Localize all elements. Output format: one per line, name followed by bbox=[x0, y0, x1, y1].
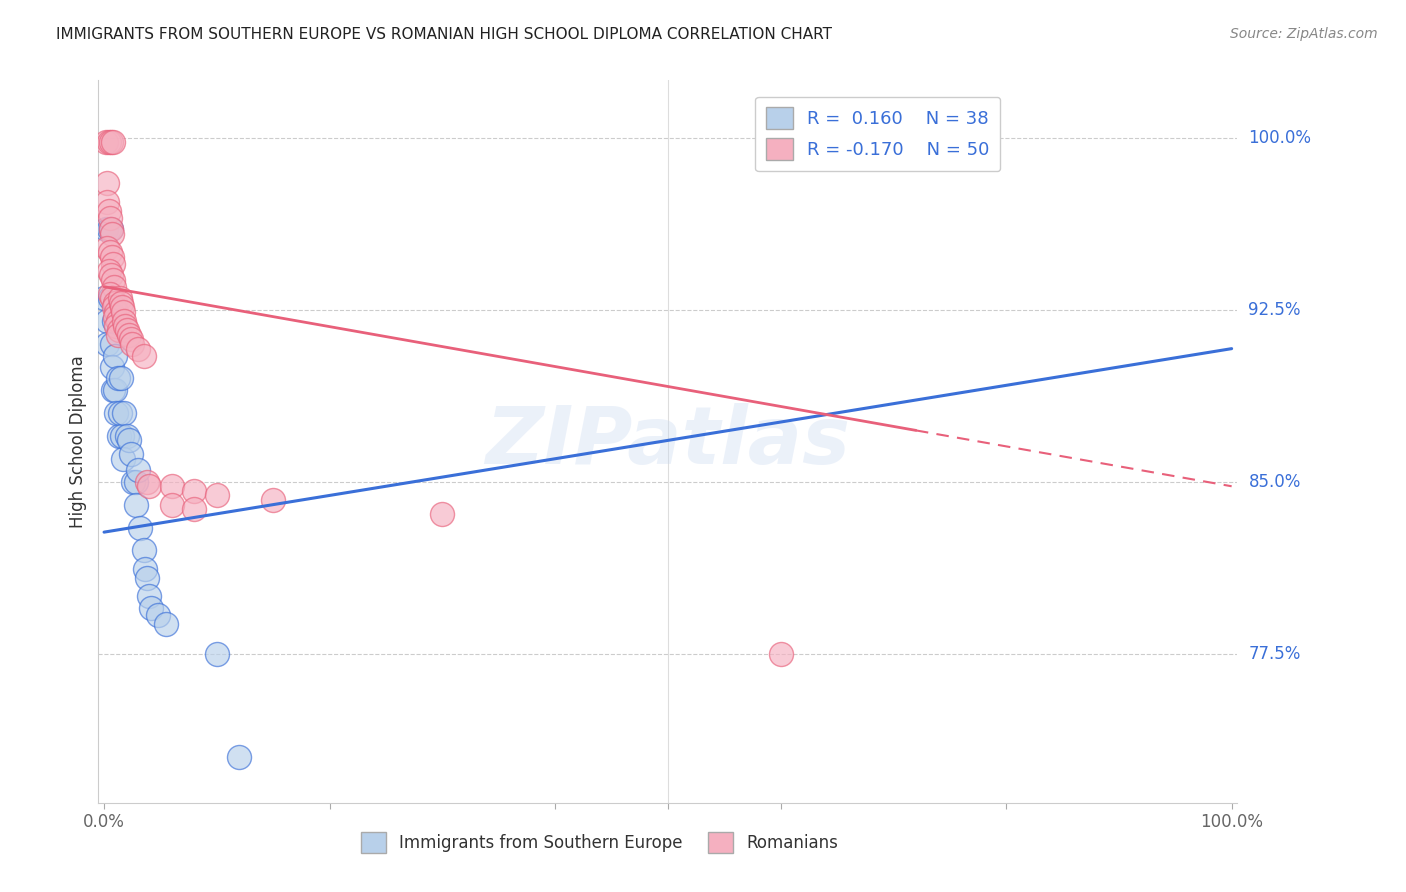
Point bbox=[96, 177, 118, 191]
Text: 92.5%: 92.5% bbox=[1249, 301, 1301, 318]
Point bbox=[120, 447, 142, 461]
Point bbox=[120, 333, 142, 347]
Point bbox=[124, 498, 146, 512]
Point bbox=[110, 371, 132, 385]
Point bbox=[100, 222, 122, 236]
Point bbox=[104, 349, 127, 363]
Text: Source: ZipAtlas.com: Source: ZipAtlas.com bbox=[1230, 27, 1378, 41]
Point bbox=[432, 507, 454, 521]
Point bbox=[103, 314, 125, 328]
Legend: Immigrants from Southern Europe, Romanians: Immigrants from Southern Europe, Romania… bbox=[354, 826, 845, 860]
Text: 77.5%: 77.5% bbox=[1249, 645, 1301, 663]
Point bbox=[112, 305, 135, 319]
Point bbox=[205, 647, 228, 661]
Point bbox=[97, 263, 120, 277]
Point bbox=[96, 337, 118, 351]
Point bbox=[105, 318, 128, 333]
Point bbox=[124, 475, 146, 489]
Point bbox=[98, 286, 121, 301]
Point bbox=[101, 227, 124, 241]
Point bbox=[104, 383, 127, 397]
Point bbox=[97, 222, 120, 236]
Point bbox=[122, 475, 145, 489]
Point bbox=[127, 463, 149, 477]
Point bbox=[111, 429, 134, 443]
Point bbox=[108, 406, 131, 420]
Point bbox=[98, 211, 121, 225]
Text: ZIPatlas: ZIPatlas bbox=[485, 402, 851, 481]
Point bbox=[160, 479, 183, 493]
Point bbox=[101, 250, 124, 264]
Point bbox=[101, 359, 124, 374]
Point bbox=[155, 616, 177, 631]
Point bbox=[96, 222, 118, 236]
Point bbox=[100, 222, 122, 236]
Point bbox=[129, 520, 152, 534]
Point bbox=[769, 647, 792, 661]
Point bbox=[135, 475, 157, 489]
Point bbox=[112, 314, 135, 328]
Point bbox=[96, 135, 118, 149]
Point bbox=[112, 451, 135, 466]
Point bbox=[98, 245, 121, 260]
Point bbox=[97, 204, 120, 219]
Point bbox=[121, 337, 143, 351]
Point bbox=[107, 327, 129, 342]
Y-axis label: High School Diploma: High School Diploma bbox=[69, 355, 87, 528]
Point bbox=[205, 488, 228, 502]
Text: 85.0%: 85.0% bbox=[1249, 473, 1301, 491]
Point bbox=[114, 318, 136, 333]
Point bbox=[96, 314, 118, 328]
Point bbox=[138, 479, 160, 493]
Point bbox=[107, 323, 129, 337]
Point bbox=[132, 543, 155, 558]
Point bbox=[111, 301, 134, 315]
Point bbox=[100, 268, 122, 283]
Point bbox=[107, 314, 129, 328]
Point bbox=[183, 483, 205, 498]
Text: 100.0%: 100.0% bbox=[1249, 128, 1312, 146]
Point bbox=[134, 562, 156, 576]
Point bbox=[160, 498, 183, 512]
Point bbox=[103, 279, 125, 293]
Point bbox=[101, 273, 124, 287]
Point bbox=[107, 429, 129, 443]
Point bbox=[118, 327, 141, 342]
Point bbox=[101, 135, 124, 149]
Point bbox=[148, 607, 170, 622]
Point bbox=[96, 241, 118, 255]
Point bbox=[98, 291, 121, 305]
Point bbox=[104, 295, 127, 310]
Point bbox=[115, 429, 138, 443]
Point bbox=[110, 295, 132, 310]
Point bbox=[115, 323, 138, 337]
Point bbox=[132, 349, 155, 363]
Point bbox=[118, 434, 141, 448]
Point bbox=[100, 135, 122, 149]
Point bbox=[141, 600, 163, 615]
Point bbox=[96, 194, 118, 209]
Point bbox=[127, 342, 149, 356]
Point bbox=[97, 135, 120, 149]
Point bbox=[108, 291, 131, 305]
Point bbox=[103, 301, 125, 315]
Point bbox=[101, 291, 124, 305]
Point bbox=[262, 493, 284, 508]
Point bbox=[101, 383, 124, 397]
Text: IMMIGRANTS FROM SOUTHERN EUROPE VS ROMANIAN HIGH SCHOOL DIPLOMA CORRELATION CHAR: IMMIGRANTS FROM SOUTHERN EUROPE VS ROMAN… bbox=[56, 27, 832, 42]
Point bbox=[101, 257, 124, 271]
Point bbox=[138, 590, 160, 604]
Point bbox=[228, 750, 250, 764]
Point bbox=[112, 406, 135, 420]
Point bbox=[93, 291, 115, 305]
Point bbox=[104, 310, 127, 324]
Point bbox=[105, 406, 128, 420]
Point bbox=[101, 337, 124, 351]
Point bbox=[135, 571, 157, 585]
Point bbox=[107, 371, 129, 385]
Point bbox=[183, 502, 205, 516]
Point bbox=[105, 305, 128, 319]
